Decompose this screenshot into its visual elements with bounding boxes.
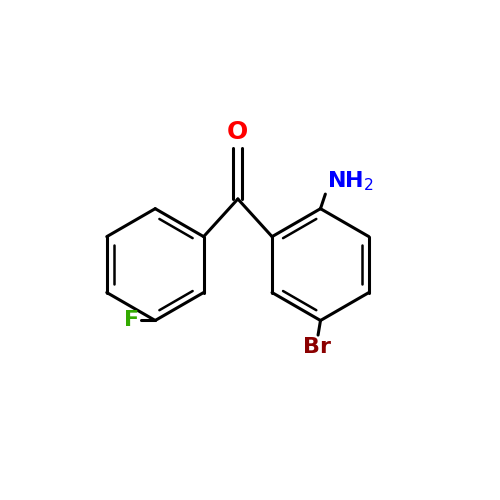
Text: Br: Br [303, 336, 331, 356]
Text: F: F [124, 310, 139, 330]
Text: NH$_2$: NH$_2$ [327, 169, 374, 192]
Text: O: O [227, 120, 248, 144]
